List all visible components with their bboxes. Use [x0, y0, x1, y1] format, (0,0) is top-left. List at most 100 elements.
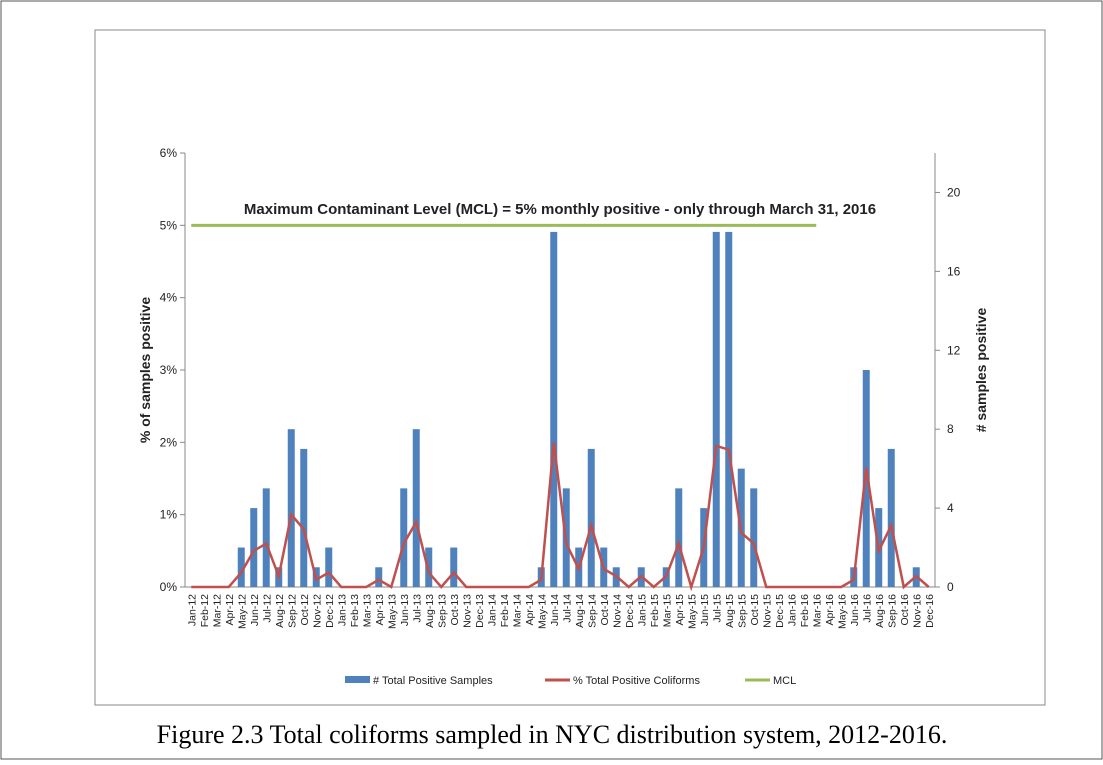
x-tick-label: May-13: [386, 594, 398, 629]
x-tick-label: Apr-14: [524, 594, 536, 626]
y2-tick-label: 0: [947, 580, 954, 594]
x-tick-label: Feb-15: [649, 594, 661, 627]
x-tick-label: Nov-14: [611, 594, 623, 628]
x-tick-label: May-12: [236, 594, 248, 629]
x-tick-label: Jul-14: [561, 594, 573, 623]
x-tick-label: Jun-12: [249, 594, 261, 626]
x-tick-label: Aug-16: [874, 594, 886, 628]
annotation: Maximum Contaminant Level (MCL) = 5% mon…: [244, 201, 876, 218]
x-tick-label: Nov-13: [461, 594, 473, 628]
x-tick-label: Jul-12: [261, 594, 273, 623]
bar: [750, 488, 758, 587]
x-tick-label: Sep-14: [586, 594, 598, 628]
x-tick-label: Aug-13: [424, 594, 436, 628]
bar: [325, 547, 333, 587]
y-axis-label: % of samples positive: [137, 297, 153, 443]
bar: [412, 429, 420, 587]
x-tick-label: Jan-14: [486, 594, 498, 626]
bar: [425, 547, 433, 587]
x-tick-label: May-14: [536, 594, 548, 629]
x-tick-label: May-15: [686, 594, 698, 629]
y2-axis-label: # samples positive: [973, 308, 989, 433]
x-tick-label: Apr-13: [374, 594, 386, 626]
bar: [887, 448, 895, 587]
bar: [250, 508, 258, 587]
x-tick-label: Jan-13: [336, 594, 348, 626]
x-tick-label: Aug-12: [274, 594, 286, 628]
x-tick-label: Dec-14: [624, 594, 636, 628]
x-tick-label: Dec-15: [774, 594, 786, 628]
bar: [400, 488, 408, 587]
bar: [675, 488, 683, 587]
x-tick-label: Jun-14: [549, 594, 561, 626]
x-tick-label: Apr-12: [224, 594, 236, 626]
y-tick-label: 5%: [160, 218, 178, 232]
x-tick-label: Mar-16: [811, 594, 823, 627]
bar: [450, 547, 458, 587]
bar: [375, 567, 383, 587]
x-tick-label: Sep-13: [436, 594, 448, 628]
x-tick-label: Oct-15: [749, 594, 761, 626]
bar: [237, 547, 245, 587]
legend-swatch: [345, 676, 370, 683]
x-tick-label: Apr-15: [674, 594, 686, 626]
x-tick-label: Nov-16: [911, 594, 923, 628]
x-tick-label: Mar-12: [211, 594, 223, 627]
y2-tick-label: 4: [947, 501, 954, 515]
x-tick-label: Feb-12: [199, 594, 211, 627]
x-tick-label: Jul-15: [711, 594, 723, 623]
x-tick-label: Sep-12: [286, 594, 298, 628]
x-tick-label: Oct-13: [449, 594, 461, 626]
y2-tick-label: 16: [947, 264, 961, 278]
bar: [725, 231, 733, 587]
bar: [550, 231, 558, 587]
x-tick-label: Jan-15: [636, 594, 648, 626]
x-tick-label: Dec-13: [474, 594, 486, 628]
x-tick-label: Feb-14: [499, 594, 511, 627]
y-tick-label: 1%: [160, 508, 178, 522]
y-tick-label: 4%: [160, 291, 178, 305]
x-tick-label: Oct-14: [599, 594, 611, 626]
x-tick-label: Sep-15: [736, 594, 748, 628]
x-tick-label: Jul-16: [861, 594, 873, 623]
bar: [262, 488, 270, 587]
x-tick-label: Jun-15: [699, 594, 711, 626]
y-tick-label: 6%: [160, 146, 178, 160]
y-tick-label: 0%: [160, 580, 178, 594]
legend-label: # Total Positive Samples: [373, 675, 493, 687]
series-line: [191, 442, 930, 592]
x-tick-label: Apr-16: [824, 594, 836, 626]
x-tick-label: Mar-15: [661, 594, 673, 627]
bar: [300, 448, 308, 587]
x-tick-label: Jan-12: [186, 594, 198, 626]
x-tick-label: Dec-16: [924, 594, 936, 628]
x-tick-label: Jul-13: [411, 594, 423, 623]
x-tick-label: Mar-14: [511, 594, 523, 627]
bar: [712, 231, 720, 587]
x-tick-label: Aug-15: [724, 594, 736, 628]
x-tick-label: Feb-13: [349, 594, 361, 627]
bar: [587, 448, 595, 587]
y-tick-label: 3%: [160, 363, 178, 377]
bar: [287, 429, 295, 587]
y2-tick-label: 20: [947, 185, 961, 199]
legend-label: MCL: [773, 675, 796, 687]
x-tick-label: May-16: [836, 594, 848, 629]
x-tick-label: Jun-16: [849, 594, 861, 626]
x-tick-label: Oct-16: [899, 594, 911, 626]
x-tick-label: Sep-16: [886, 594, 898, 628]
y2-tick-label: 8: [947, 422, 954, 436]
x-tick-label: Nov-15: [761, 594, 773, 628]
chart-frame: [94, 29, 1046, 706]
x-tick-label: Jun-13: [399, 594, 411, 626]
y2-tick-label: 12: [947, 343, 961, 357]
legend-label: % Total Positive Coliforms: [573, 675, 700, 687]
y-tick-label: 2%: [160, 435, 178, 449]
caption: Figure 2.3 Total coliforms sampled in NY…: [157, 720, 948, 749]
x-tick-label: Nov-12: [311, 594, 323, 628]
x-tick-label: Jan-16: [786, 594, 798, 626]
x-tick-label: Aug-14: [574, 594, 586, 628]
